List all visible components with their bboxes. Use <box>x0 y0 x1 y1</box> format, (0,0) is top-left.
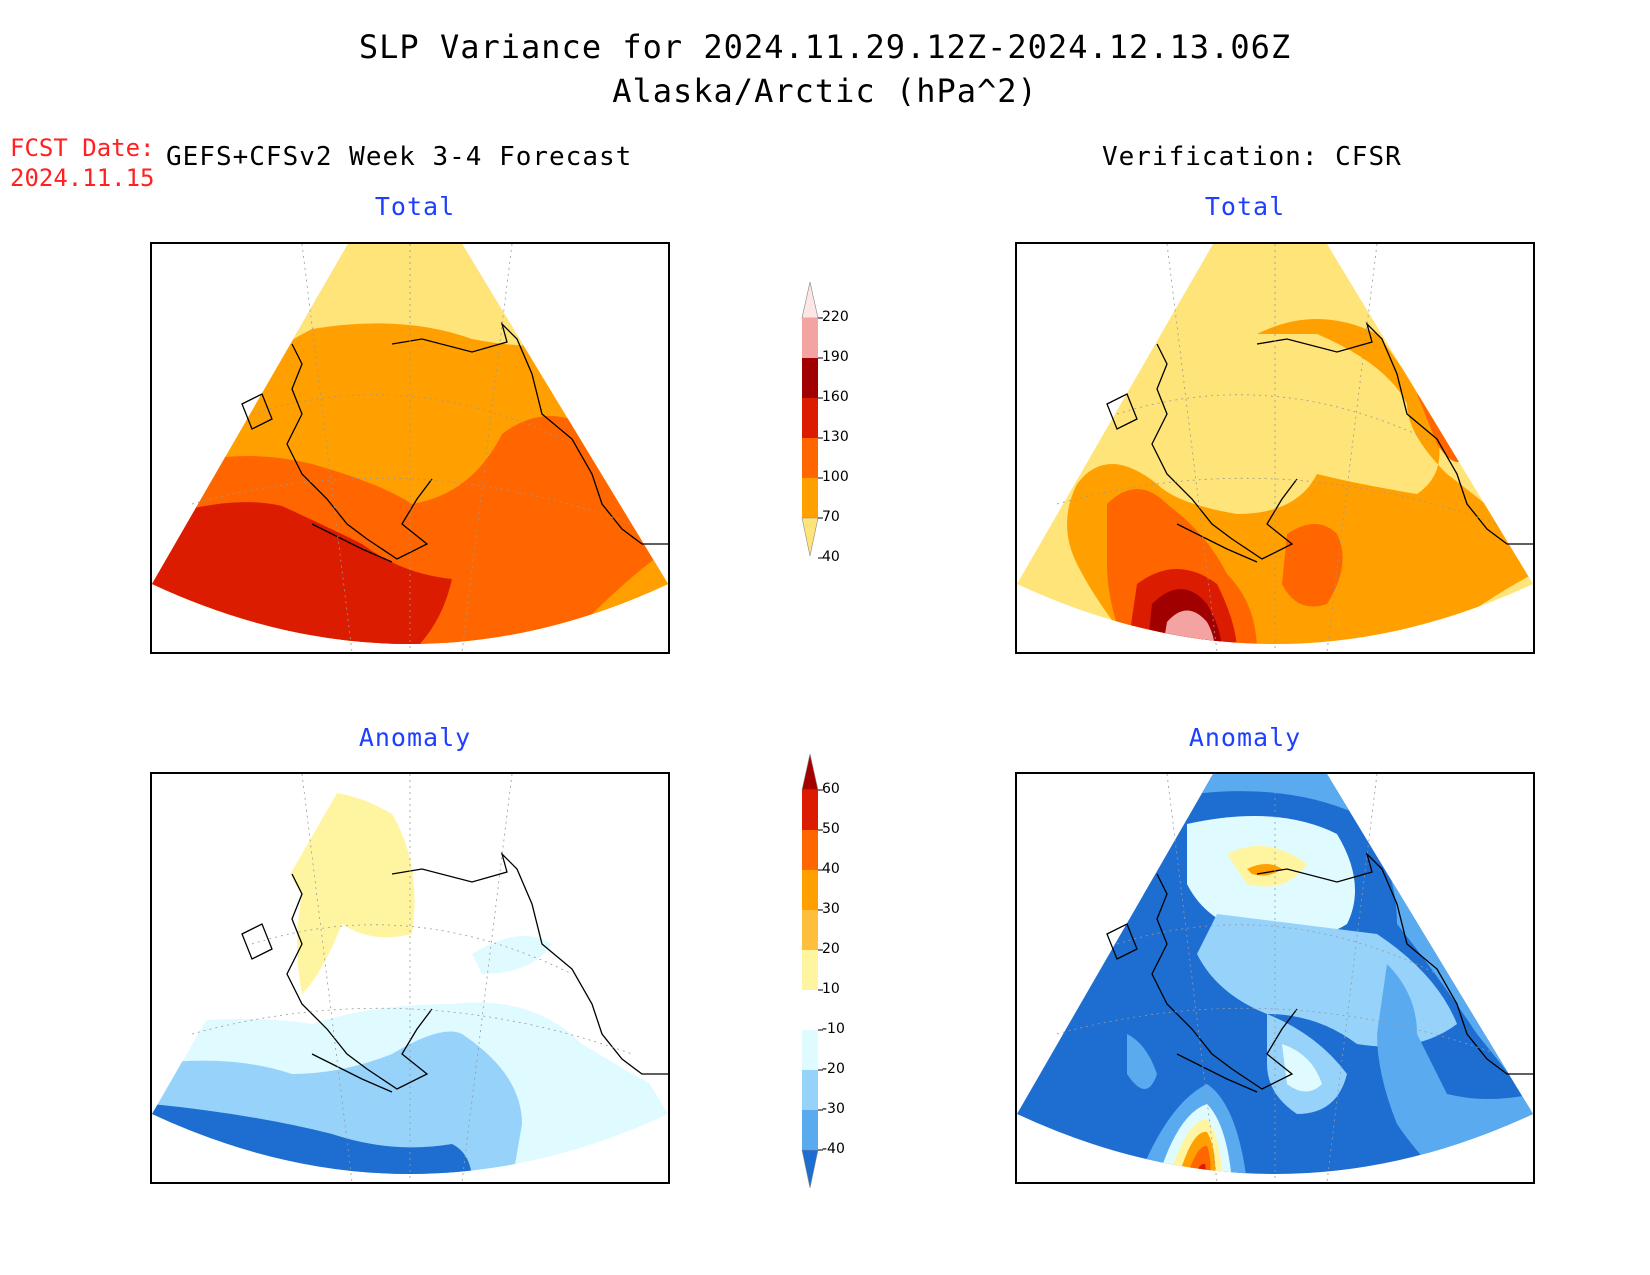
fcst-date-label: FCST Date: <box>10 134 155 162</box>
figure-title: SLP Variance for 2024.11.29.12Z-2024.12.… <box>358 28 1292 66</box>
colorbar-anom-label: 50 <box>822 821 840 837</box>
colorbar-anom-label: -30 <box>822 1101 845 1117</box>
verification-total-map <box>1015 242 1535 654</box>
colorbar-anom-box <box>802 990 818 1030</box>
colorbar-anom-label: -40 <box>822 1141 845 1157</box>
verif-anom-subtitle: Anomaly <box>1188 723 1302 752</box>
colorbar-anomaly: 60 50 40 30 20 10 -10 -20 -30 -40 <box>790 752 870 1212</box>
colorbar-anom-box <box>802 1030 818 1070</box>
colorbar-total-box <box>802 398 818 438</box>
forecast-total-map <box>150 242 670 654</box>
colorbar-anom-box <box>802 950 818 990</box>
colorbar-total-label: 130 <box>822 429 849 445</box>
coastline-icon <box>241 851 668 1093</box>
colorbar-anom-label: -20 <box>822 1061 845 1077</box>
colorbar-anom-label: 60 <box>822 781 840 797</box>
colorbar-anom-label: 20 <box>822 941 840 957</box>
fcst-date-value: 2024.11.15 <box>10 164 155 192</box>
verif-total-subtitle: Total <box>1204 192 1286 221</box>
colorbar-anom-label: 30 <box>822 901 840 917</box>
colorbar-anom-label: 10 <box>822 981 840 997</box>
colorbar-anom-box <box>802 910 818 950</box>
colorbar-total-label: 220 <box>822 309 849 325</box>
colorbar-total-box <box>802 438 818 478</box>
colorbar-anom-box <box>802 790 818 830</box>
colorbar-anom-box <box>802 1070 818 1110</box>
coastline-icon <box>1106 321 1533 563</box>
forecast-total-subtitle: Total <box>374 192 456 221</box>
colorbar-total-box <box>802 318 818 358</box>
forecast-header: GEFS+CFSv2 Week 3-4 Forecast <box>166 142 633 172</box>
colorbar-total-box <box>802 478 818 518</box>
colorbar-anom-box <box>802 1110 818 1150</box>
colorbar-total-box <box>802 358 818 398</box>
colorbar-anom-box <box>802 870 818 910</box>
colorbar-total-label: 160 <box>822 389 849 405</box>
colorbar-total-label: 190 <box>822 349 849 365</box>
colorbar-anom-box <box>802 830 818 870</box>
verification-anomaly-map <box>1015 772 1535 1184</box>
colorbar-anom-top-tip <box>801 753 819 791</box>
forecast-anom-subtitle: Anomaly <box>358 723 472 752</box>
colorbar-anom-label: 40 <box>822 861 840 877</box>
colorbar-total: 220 190 160 130 100 70 40 <box>790 280 870 620</box>
verification-header: Verification: CFSR <box>1102 142 1402 172</box>
coastline-icon <box>1106 851 1533 1093</box>
colorbar-anom-label: -10 <box>822 1021 845 1037</box>
colorbar-total-label: 100 <box>822 469 849 485</box>
coastline-icon <box>241 321 668 563</box>
figure-subtitle: Alaska/Arctic (hPa^2) <box>612 72 1038 110</box>
colorbar-total-bottom-tip <box>801 517 819 557</box>
forecast-anomaly-map <box>150 772 670 1184</box>
colorbar-total-top-tip <box>801 281 819 319</box>
colorbar-anom-bottom-tip <box>801 1149 819 1189</box>
colorbar-total-label: 40 <box>822 549 840 565</box>
colorbar-total-label: 70 <box>822 509 840 525</box>
